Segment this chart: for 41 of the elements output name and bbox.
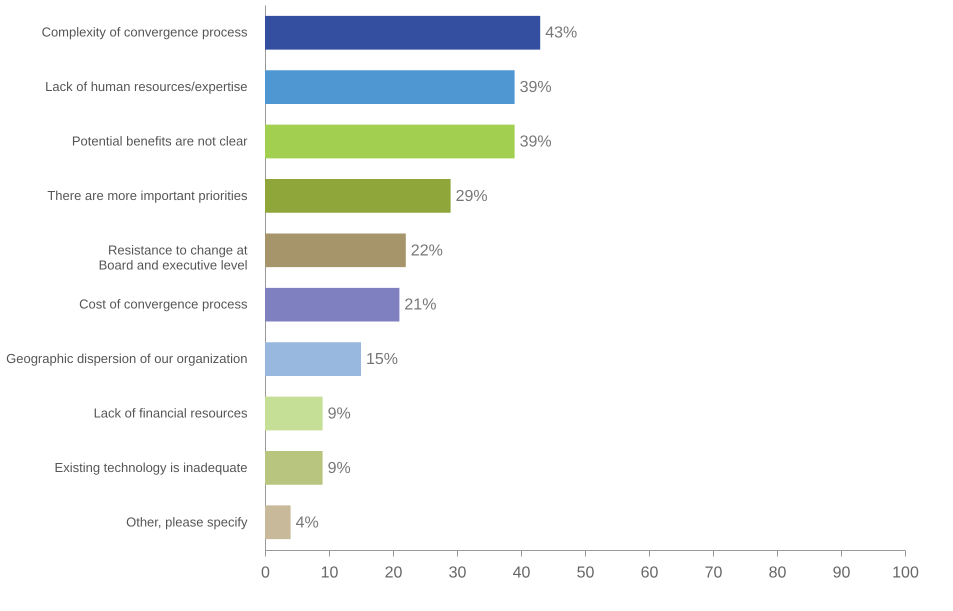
bar xyxy=(265,451,323,485)
bar xyxy=(265,70,515,104)
y-tick-label: Lack of financial resources xyxy=(94,405,248,420)
x-tick-label: 50 xyxy=(576,564,594,582)
x-tick-label: 40 xyxy=(512,564,530,582)
y-tick-label: Potential benefits are not clear xyxy=(72,134,248,149)
x-tick-label: 20 xyxy=(384,564,402,582)
y-tick-label: Other, please specify xyxy=(126,514,248,530)
y-tick-label: Complexity of convergence process xyxy=(42,24,248,40)
bar xyxy=(265,16,540,50)
x-tick-label: 100 xyxy=(892,564,919,582)
bar xyxy=(265,124,515,158)
data-label: 9% xyxy=(328,460,351,477)
y-tick-label: Existing technology is inadequate xyxy=(54,460,248,475)
data-label: 4% xyxy=(296,514,319,532)
x-tick-label: 0 xyxy=(261,564,270,582)
x-tick-label: 30 xyxy=(448,564,466,582)
data-label: 15% xyxy=(366,351,398,368)
x-tick-label: 80 xyxy=(768,564,786,582)
data-label: 21% xyxy=(404,296,436,314)
x-tick-label: 90 xyxy=(832,564,850,582)
data-label: 39% xyxy=(520,79,552,96)
x-tick-label: 70 xyxy=(704,564,722,582)
x-tick-label: 60 xyxy=(640,564,658,582)
data-label: 39% xyxy=(520,134,552,151)
bar xyxy=(265,233,406,268)
y-tick-label: Resistance to change at Board and executive level xyxy=(98,242,248,272)
data-label: 29% xyxy=(456,188,488,205)
bar xyxy=(265,288,400,322)
bar xyxy=(265,342,361,376)
bar xyxy=(265,179,451,213)
y-tick-label: There are more important priorities xyxy=(47,188,248,203)
data-label: 43% xyxy=(545,24,578,42)
y-tick-label: Lack of human resources/expertise xyxy=(45,79,248,94)
x-tick-label: 10 xyxy=(320,564,338,582)
bar xyxy=(265,396,323,430)
data-label: 22% xyxy=(410,242,443,260)
data-label: 9% xyxy=(328,405,351,422)
y-tick-label: Cost of convergence process xyxy=(79,296,248,312)
y-tick-label: Geographic dispersion of our organization xyxy=(6,351,248,366)
bar xyxy=(265,505,291,540)
